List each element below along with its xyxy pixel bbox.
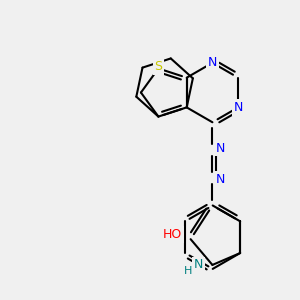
Text: N: N [233, 101, 243, 114]
Text: H: H [184, 266, 192, 276]
Text: N: N [216, 173, 225, 186]
Text: N: N [216, 142, 225, 154]
Text: N: N [194, 258, 203, 272]
Text: S: S [154, 60, 162, 73]
Text: N: N [208, 56, 217, 69]
Text: HO: HO [163, 228, 182, 241]
